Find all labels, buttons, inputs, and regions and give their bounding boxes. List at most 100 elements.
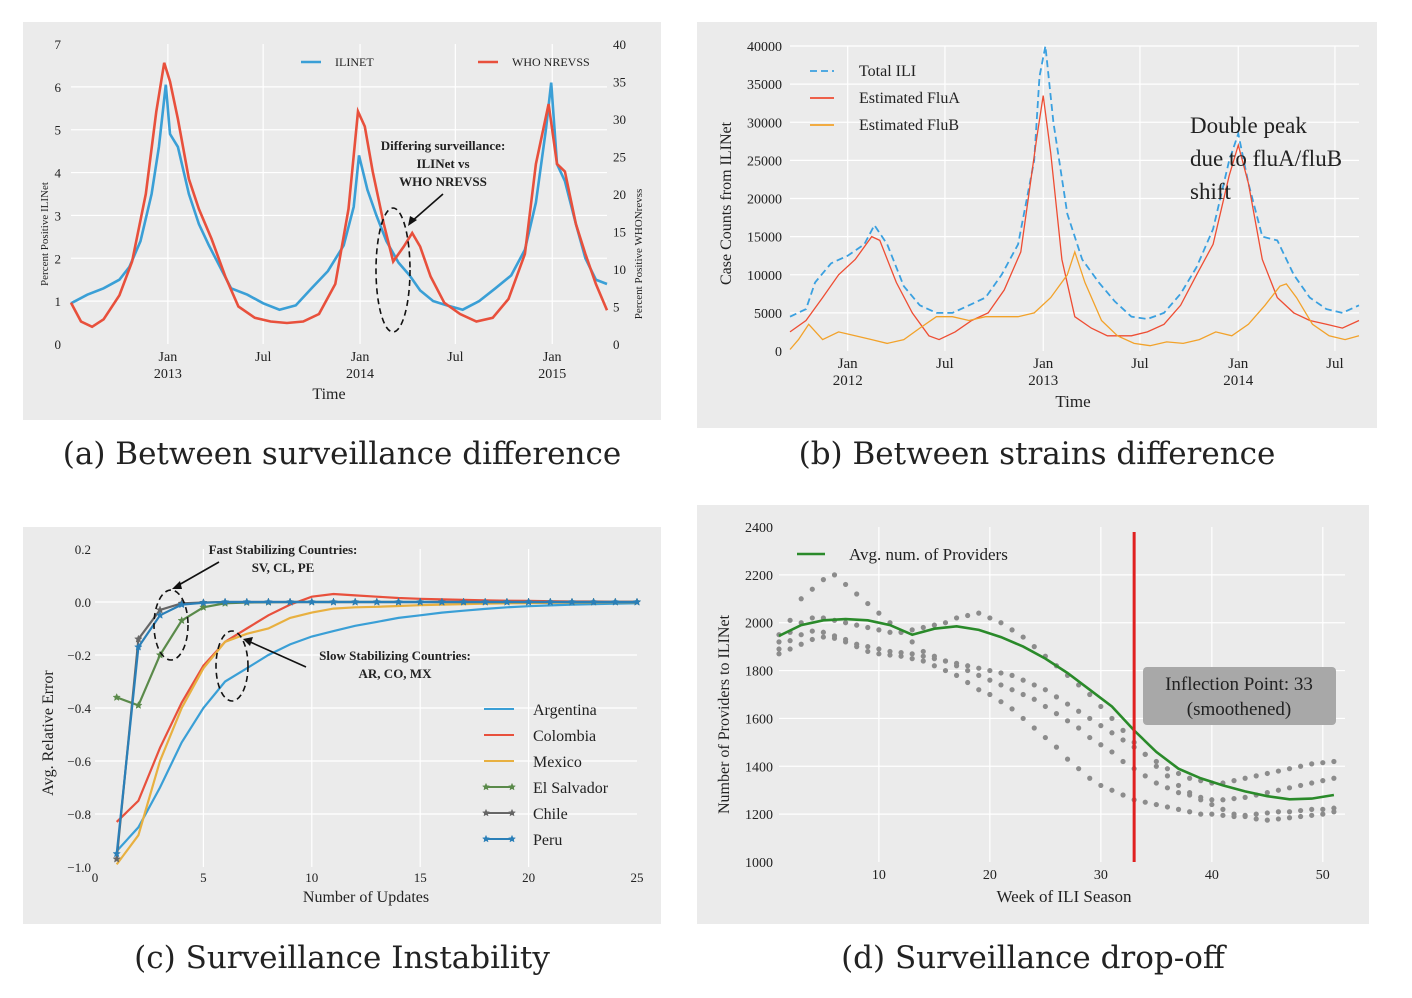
x-tick-label: Jul: [1131, 356, 1149, 372]
scatter-point: [1020, 634, 1026, 640]
annotation-text: (smoothened): [1187, 699, 1291, 720]
series-marker: [350, 597, 360, 606]
scatter-point: [1142, 751, 1148, 757]
legend-label: Colombia: [533, 728, 596, 745]
scatter-point: [920, 648, 926, 655]
scatter-point: [820, 629, 826, 635]
scatter-point: [1220, 797, 1226, 803]
scatter-point: [1209, 797, 1215, 803]
scatter-point: [1175, 770, 1182, 777]
series-marker: [546, 597, 555, 606]
legend-marker: [481, 834, 491, 843]
x-tick-label: Jan: [159, 350, 178, 365]
scatter-point: [1187, 809, 1193, 815]
series-line-2: [789, 249, 1360, 350]
scatter-point: [1042, 687, 1048, 693]
scatter-point: [842, 581, 849, 588]
scatter-point: [1120, 792, 1126, 798]
scatter-point: [1286, 809, 1293, 815]
scatter-point: [953, 615, 960, 621]
panel-c: −1.0 −0.8 −0.6 −0.4 −0.2 0.0 0.2 0 5 10 15 20 25 Numb…: [23, 527, 661, 924]
series-marker: [394, 597, 403, 606]
x-tick-label: Jul: [447, 350, 463, 365]
annotation-arrow: [176, 561, 220, 587]
scatter-point: [1220, 812, 1226, 818]
scatter-point: [1320, 811, 1326, 817]
y-tick-label: 1600: [745, 712, 773, 727]
scatter-point: [1087, 715, 1093, 722]
scatter-point: [876, 627, 882, 633]
scatter-point: [1286, 785, 1293, 791]
scatter-point: [1098, 703, 1104, 710]
annotation-text: SV, CL, PE: [252, 560, 315, 575]
y-tick-label: 25000: [747, 154, 782, 169]
scatter-point: [1153, 801, 1159, 808]
scatter-point: [1153, 758, 1159, 765]
scatter-point: [1242, 775, 1248, 781]
series-marker: [264, 597, 273, 606]
series-marker: [285, 597, 295, 606]
series-marker: [372, 597, 382, 606]
annotation-ellipse: [215, 630, 249, 702]
x-axis-label: Number of Updates: [303, 889, 429, 906]
scatter-point: [876, 651, 882, 657]
scatter-point: [920, 653, 926, 659]
scatter-point: [909, 627, 915, 633]
y-axis-label: Percent Positive ILINet: [39, 182, 51, 286]
scatter-point: [1187, 790, 1193, 796]
y-tick-label: −0.4: [67, 701, 91, 716]
y-tick-label: −0.8: [67, 807, 91, 822]
annotation-arrowhead: [172, 581, 182, 589]
scatter-point: [1009, 706, 1015, 712]
scatter-point: [887, 648, 893, 655]
scatter-point: [1120, 758, 1126, 765]
annotation-arrow: [247, 640, 307, 668]
scatter-point: [865, 600, 871, 607]
scatter-point: [854, 641, 860, 647]
x-axis-label: Time: [1055, 392, 1090, 411]
scatter-point: [809, 586, 815, 592]
x-tick-label: 5: [200, 870, 207, 885]
scatter-point: [987, 615, 993, 621]
scatter-point: [976, 672, 982, 678]
x-tick-label: 25: [631, 870, 644, 885]
scatter-point: [1164, 804, 1171, 810]
legend-label: Avg. num. of Providers: [849, 545, 1008, 564]
scatter-point: [931, 656, 937, 662]
scatter-point: [1309, 780, 1315, 786]
legend-label: Estimated FluA: [859, 90, 960, 107]
scatter-point: [998, 670, 1004, 676]
scatter-point: [1298, 763, 1304, 769]
scatter-point: [1331, 805, 1337, 811]
series-line-1: [69, 62, 609, 329]
y-tick-label: 3: [55, 208, 62, 223]
y-tick-label: 1400: [745, 760, 773, 775]
x-axis-label: Time: [312, 386, 345, 403]
scatter-point: [1098, 723, 1104, 729]
series-marker: [199, 602, 208, 611]
legend-marker: [481, 782, 491, 791]
scatter-point: [1298, 807, 1304, 814]
y-tick-label: 1000: [745, 856, 773, 871]
x-tick-label: 2014: [1223, 373, 1254, 389]
series-marker: [134, 634, 143, 643]
scatter-point: [831, 635, 838, 641]
scatter-point: [898, 653, 904, 659]
scatter-point: [931, 663, 937, 669]
x-tick-label: Jan: [1033, 356, 1053, 372]
y-axis-label: Avg. Relative Error: [40, 670, 57, 796]
y-tick-label: 15000: [747, 231, 782, 246]
scatter-point: [776, 646, 782, 652]
scatter-point: [1231, 811, 1237, 817]
legend-label: WHO NREVSS: [512, 55, 590, 69]
annotation-text: WHO NREVSS: [399, 174, 487, 189]
annotation-text: Differing surveillance:: [381, 138, 506, 153]
legend-label: Argentina: [533, 702, 597, 719]
series-marker: [567, 597, 577, 606]
scatter-point: [1320, 778, 1326, 784]
scatter-point: [1264, 790, 1270, 796]
scatter-point: [1331, 775, 1337, 781]
legend-marker: [507, 782, 517, 791]
y2-tick-label: 5: [613, 300, 620, 315]
scatter-point: [931, 622, 937, 628]
